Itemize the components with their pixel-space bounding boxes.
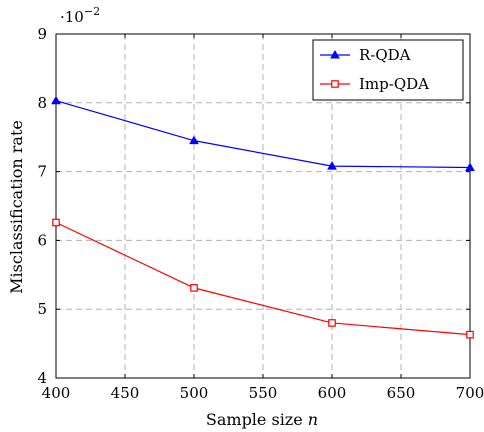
grid-lines — [56, 34, 470, 378]
series-line — [55, 100, 471, 169]
x-tick-label: 650 — [387, 384, 416, 402]
y-tick-label: 7 — [37, 163, 47, 181]
data-point — [189, 135, 199, 145]
y-axis-label: Misclassification rate — [7, 120, 26, 294]
data-point — [51, 95, 61, 105]
x-axis-label-text: Sample size — [206, 410, 303, 429]
x-tick-label: 700 — [456, 384, 484, 402]
data-point — [327, 161, 337, 170]
legend-marker — [331, 80, 339, 88]
legend: R-QDA Imp-QDA — [312, 39, 464, 101]
y-tick-label: 6 — [37, 231, 47, 249]
y-tick-label: 8 — [37, 94, 47, 112]
data-point — [190, 284, 198, 292]
legend-box — [312, 39, 464, 101]
series-layer — [51, 95, 475, 339]
legend-item: R-QDA — [320, 46, 411, 64]
series-r-qda — [51, 95, 475, 171]
data-point — [328, 319, 336, 327]
axis-ticks — [55, 33, 471, 379]
legend-item: Imp-QDA — [320, 75, 429, 93]
y-tick-label: 4 — [37, 369, 47, 387]
data-point — [465, 162, 475, 171]
y-axis-scale-factor: ·10−2 — [60, 5, 100, 26]
legend-label: R-QDA — [359, 46, 411, 64]
x-axis-label: Sample size n — [206, 410, 318, 429]
tick-labels: 400 450 500 550 600 650 700 4 5 6 7 8 9 — [37, 25, 484, 402]
x-tick-label: 450 — [111, 384, 140, 402]
x-axis-label-variable: n — [308, 410, 318, 429]
data-point — [52, 218, 60, 227]
data-point — [466, 330, 474, 339]
x-tick-label: 500 — [180, 384, 209, 402]
series-line — [55, 221, 471, 336]
y-tick-label: 5 — [37, 300, 47, 318]
x-tick-label: 400 — [42, 384, 71, 402]
legend-marker — [330, 49, 340, 59]
series-imp-qda — [52, 218, 474, 339]
y-tick-label: 9 — [37, 25, 47, 43]
legend-label: Imp-QDA — [359, 75, 429, 93]
x-tick-label: 550 — [249, 384, 278, 402]
x-tick-label: 600 — [318, 384, 347, 402]
